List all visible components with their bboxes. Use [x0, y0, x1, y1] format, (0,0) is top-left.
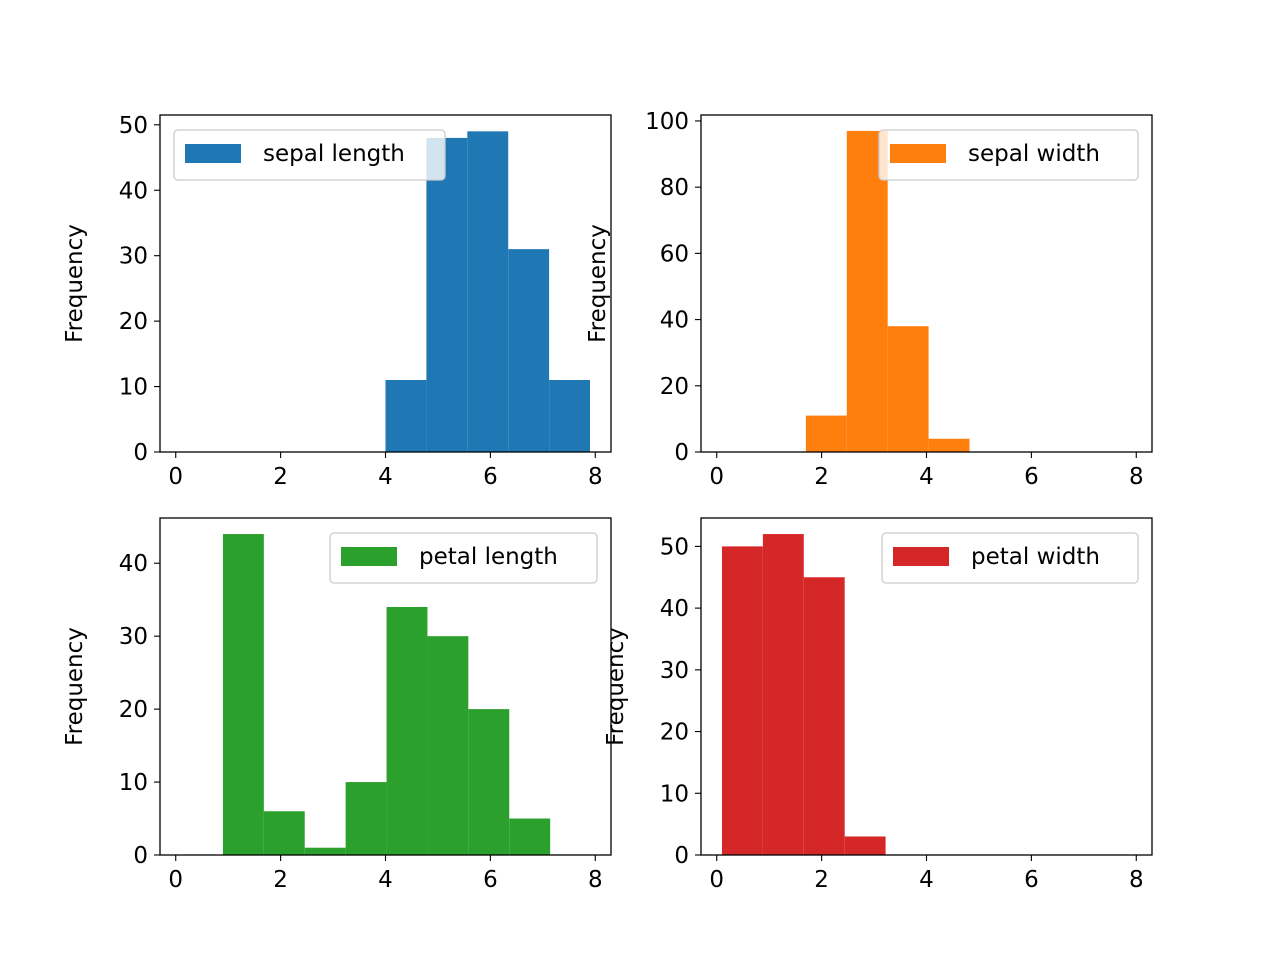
y-tick-label: 0 [133, 440, 148, 466]
y-tick-label: 50 [119, 113, 148, 139]
y-tick-label: 60 [660, 241, 689, 267]
y-tick-label: 10 [660, 781, 689, 807]
histogram-bar [427, 636, 469, 855]
histogram-bar [928, 438, 970, 452]
x-tick-label: 4 [919, 867, 934, 893]
x-tick-label: 6 [483, 867, 498, 893]
x-tick-label: 2 [273, 867, 288, 893]
y-tick-label: 20 [119, 309, 148, 335]
histogram-bar [263, 811, 305, 855]
histogram-bar [468, 709, 510, 855]
legend-box [173, 129, 446, 181]
histogram-bar [467, 131, 509, 453]
x-tick-label: 0 [709, 867, 724, 893]
x-tick-label: 2 [814, 464, 829, 490]
histogram-bar [426, 137, 468, 452]
legend-box [878, 129, 1139, 181]
histogram-bar [222, 534, 264, 855]
y-tick-label: 30 [119, 244, 148, 270]
histogram-bar [846, 130, 888, 452]
x-tick-label: 8 [588, 464, 603, 490]
y-axis-label: Frequency [603, 627, 629, 746]
x-tick-label: 8 [588, 867, 603, 893]
subplot-1: 0 2 4 6 8 0 10 20 30 40 50 Frequency sepal length [62, 113, 612, 490]
legend-swatch [185, 144, 241, 163]
x-tick-label: 0 [168, 464, 183, 490]
y-tick-label: 100 [645, 109, 689, 135]
y-tick-label: 40 [119, 551, 148, 577]
legend-box [329, 532, 598, 584]
y-axis-label: Frequency [62, 224, 88, 343]
y-tick-label: 20 [119, 697, 148, 723]
y-tick-label: 20 [660, 720, 689, 746]
y-tick-label: 10 [119, 770, 148, 796]
histogram-bar [304, 847, 346, 855]
y-tick-label: 0 [674, 843, 689, 869]
histogram-bar [385, 380, 427, 452]
legend-label: petal width [971, 544, 1100, 570]
histogram-bar [887, 326, 929, 452]
y-tick-label: 0 [674, 440, 689, 466]
x-tick-label: 0 [168, 867, 183, 893]
y-tick-label: 30 [119, 624, 148, 650]
histogram-bar [721, 546, 763, 855]
histogram-bar [508, 249, 550, 452]
y-axis-label: Frequency [585, 224, 611, 343]
legend-swatch [341, 547, 397, 566]
y-tick-label: 40 [119, 178, 148, 204]
x-tick-label: 8 [1129, 867, 1144, 893]
subplot-3: 0 2 4 6 8 0 10 20 30 40 Frequency petal length [62, 517, 612, 893]
x-tick-label: 6 [1024, 464, 1039, 490]
histogram-bar [509, 818, 551, 855]
histogram-bar [386, 606, 428, 855]
legend-label: sepal width [968, 141, 1100, 167]
y-tick-label: 40 [660, 596, 689, 622]
x-tick-label: 6 [483, 464, 498, 490]
x-tick-label: 6 [1024, 867, 1039, 893]
y-tick-label: 80 [660, 175, 689, 201]
x-tick-label: 2 [273, 464, 288, 490]
x-tick-label: 0 [709, 464, 724, 490]
y-tick-label: 50 [660, 534, 689, 560]
legend-label: petal length [419, 544, 558, 570]
histogram-bar [844, 836, 886, 855]
y-tick-label: 20 [660, 374, 689, 400]
histogram-bar [762, 534, 804, 855]
subplot-4: 0 2 4 6 8 0 10 20 30 40 50 Frequency petal width [603, 517, 1153, 893]
x-tick-label: 4 [919, 464, 934, 490]
histogram-bar [345, 782, 387, 855]
y-tick-label: 10 [119, 375, 148, 401]
y-tick-label: 40 [660, 308, 689, 334]
histogram-bar [805, 415, 847, 452]
x-tick-label: 2 [814, 867, 829, 893]
legend-label: sepal length [263, 141, 405, 167]
histogram-bar [549, 380, 591, 452]
x-tick-label: 8 [1129, 464, 1144, 490]
y-axis-label: Frequency [62, 627, 88, 746]
y-tick-label: 30 [660, 658, 689, 684]
x-tick-label: 4 [378, 464, 393, 490]
legend-swatch [890, 144, 946, 163]
histogram-bar [803, 577, 845, 855]
legend-swatch [893, 547, 949, 566]
y-tick-label: 0 [133, 843, 148, 869]
legend-box [881, 532, 1139, 584]
x-tick-label: 4 [378, 867, 393, 893]
